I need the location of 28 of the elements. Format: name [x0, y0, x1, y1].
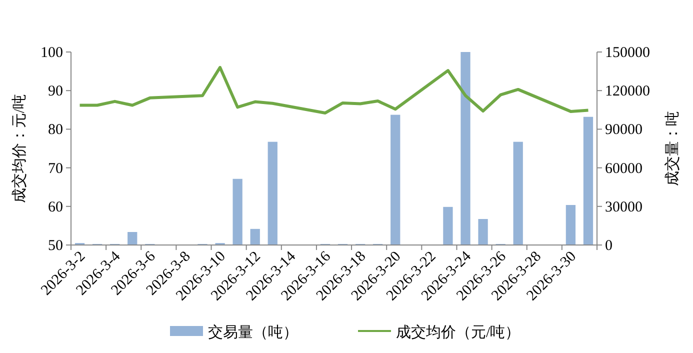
bar [128, 232, 138, 245]
bar [268, 142, 278, 245]
bar [566, 204, 576, 245]
bar [513, 142, 523, 245]
y2-tick-label: 30000 [605, 199, 642, 216]
y2-tick-label: 120000 [605, 84, 650, 100]
bar [443, 206, 453, 245]
bar [250, 228, 260, 245]
bar [460, 52, 470, 245]
y2-tick-label: 60000 [605, 160, 642, 177]
y-tick-label: 80 [48, 122, 63, 138]
y-tick-label: 90 [48, 84, 63, 100]
bar [583, 116, 594, 245]
y-tick-label: 50 [48, 238, 63, 254]
legend-label: 交易量（吨） [208, 324, 298, 341]
y2-tick-label: 150000 [605, 45, 650, 61]
legend-label: 成交均价（元/吨） [396, 324, 520, 341]
y-axis-title: 成交均价：元/吨 [11, 94, 28, 204]
bar [478, 219, 488, 245]
y-tick-label: 60 [48, 199, 63, 216]
line-series [78, 66, 590, 114]
bar [390, 114, 400, 245]
y2-tick-label: 0 [605, 238, 612, 254]
y2-axis-title: 成交量：吨 [664, 111, 681, 186]
y-tick-label: 100 [40, 45, 63, 61]
bar [232, 178, 242, 245]
y2-tick-label: 90000 [605, 122, 642, 138]
y-tick-label: 70 [48, 160, 63, 177]
